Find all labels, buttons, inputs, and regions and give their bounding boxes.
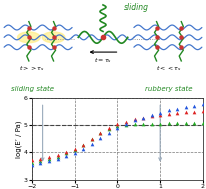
Point [133, 123, 136, 126]
Text: $t << \tau_s$: $t << \tau_s$ [156, 64, 182, 73]
Point [124, 123, 128, 126]
Point [124, 122, 128, 125]
Point [176, 122, 179, 125]
Point [47, 158, 51, 161]
Point [56, 157, 59, 160]
Point [193, 122, 196, 125]
Point [116, 124, 119, 127]
Point [150, 114, 153, 117]
Text: rubbery state: rubbery state [145, 85, 193, 91]
Point [107, 131, 110, 134]
Point [30, 163, 34, 166]
Point [184, 105, 187, 108]
Point [56, 153, 59, 156]
Point [116, 127, 119, 130]
Point [30, 161, 34, 164]
Text: $t = \tau_s$: $t = \tau_s$ [94, 56, 112, 65]
Point [90, 137, 93, 140]
Point [141, 116, 145, 119]
Point [73, 148, 76, 151]
Point [158, 111, 162, 114]
Point [133, 119, 136, 122]
Point [158, 113, 162, 116]
Point [124, 120, 128, 123]
Point [167, 112, 170, 115]
Point [167, 122, 170, 125]
Text: sliding: sliding [124, 3, 149, 12]
Point [107, 127, 110, 130]
Point [90, 143, 93, 146]
Point [141, 122, 145, 125]
Point [116, 122, 119, 125]
Text: $t >> \tau_s$: $t >> \tau_s$ [19, 64, 45, 73]
Circle shape [18, 32, 40, 43]
Point [201, 109, 205, 112]
Point [56, 155, 59, 158]
Point [176, 111, 179, 114]
Y-axis label: log(E’ / Pa): log(E’ / Pa) [16, 120, 22, 158]
Point [90, 138, 93, 141]
Point [167, 109, 170, 112]
Point [64, 155, 68, 158]
Point [64, 150, 68, 153]
Point [47, 156, 51, 159]
Point [39, 162, 42, 165]
Point [193, 110, 196, 113]
Point [64, 152, 68, 155]
Point [184, 122, 187, 125]
Point [133, 118, 136, 121]
Point [150, 115, 153, 118]
Point [184, 111, 187, 114]
Point [193, 104, 196, 107]
Point [150, 122, 153, 125]
Point [82, 143, 85, 146]
Point [176, 107, 179, 110]
Text: sliding state: sliding state [12, 85, 54, 91]
Point [99, 131, 102, 134]
Point [30, 159, 34, 162]
Point [73, 152, 76, 155]
Point [158, 122, 162, 125]
Point [107, 127, 110, 130]
Circle shape [42, 32, 65, 43]
Point [141, 116, 145, 119]
Point [73, 148, 76, 151]
Point [47, 160, 51, 163]
Point [99, 137, 102, 140]
Point [99, 132, 102, 135]
Point [82, 148, 85, 151]
Point [201, 103, 205, 106]
Point [82, 143, 85, 146]
Point [39, 160, 42, 163]
Point [201, 122, 205, 125]
Point [39, 157, 42, 160]
